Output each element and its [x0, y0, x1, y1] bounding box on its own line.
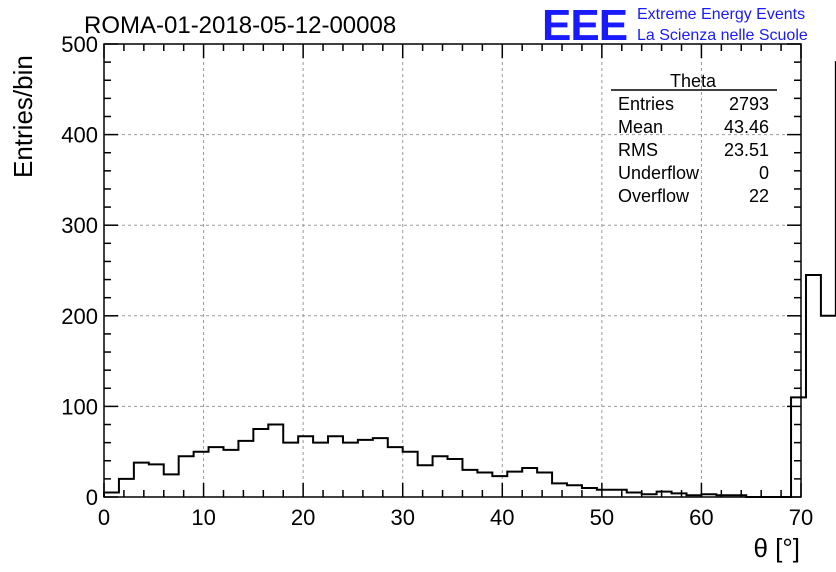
plot-frame	[103, 43, 802, 498]
y-tick-label-0: 0	[86, 485, 98, 510]
histogram-bin-20	[403, 452, 418, 497]
histogram-bin-33	[597, 490, 612, 497]
stats-value-mean: 43.46	[724, 117, 769, 137]
histogram-bin-47	[806, 275, 821, 497]
histogram-bin-26	[492, 476, 507, 497]
histogram-bin-1	[119, 479, 134, 497]
x-tick-label-7: 70	[789, 505, 813, 530]
histogram-bin-32	[582, 488, 597, 497]
x-tick-label-0: 0	[98, 505, 110, 530]
histogram-bin-16	[343, 443, 358, 497]
histogram-bin-11	[268, 425, 283, 497]
y-tick-labels: 0 100 200 300 400 500	[61, 32, 98, 510]
grid	[104, 44, 801, 497]
y-tick-label-3: 300	[61, 213, 98, 238]
histogram-bin-18	[373, 438, 388, 497]
histogram-bin-7	[209, 447, 224, 497]
histogram-bin-27	[507, 472, 522, 497]
x-tick-label-1: 10	[191, 505, 215, 530]
histogram-bin-4	[164, 474, 179, 497]
logo-line2: La Scienza nelle Scuole	[637, 27, 808, 44]
x-tick-label-4: 40	[490, 505, 514, 530]
stats-label-rms: RMS	[618, 140, 658, 160]
histogram-bin-15	[328, 436, 343, 497]
stats-box: Theta Entries 2793 Mean 43.46 RMS 23.51 Underf…	[611, 71, 777, 206]
stats-label-entries: Entries	[618, 94, 674, 114]
histogram-bin-30	[552, 483, 567, 497]
histogram-bin-28	[522, 468, 537, 497]
histogram-bin-21	[418, 465, 433, 497]
histogram-bin-3	[149, 464, 164, 497]
histogram-bin-5	[179, 456, 194, 497]
stats-value-rms: 23.51	[724, 140, 769, 160]
histogram-bin-9	[238, 441, 253, 497]
y-tick-label-4: 400	[61, 123, 98, 148]
x-tick-label-2: 20	[291, 505, 315, 530]
y-tick-label-1: 100	[61, 394, 98, 419]
histogram-bars	[103, 61, 836, 498]
histogram-bin-17	[358, 440, 373, 497]
axis-ticks	[103, 43, 802, 498]
stats-rows: Entries 2793 Mean 43.46 RMS 23.51 Underflow 0 Ov…	[618, 94, 769, 206]
histogram-bin-24	[462, 470, 477, 497]
y-tick-label-2: 200	[61, 304, 98, 329]
histogram-bin-2	[134, 463, 149, 497]
histogram-bin-46	[791, 397, 806, 497]
histogram-bin-14	[313, 443, 328, 497]
histogram-outline	[103, 61, 836, 498]
stats-label-mean: Mean	[618, 117, 663, 137]
histogram-bin-34	[612, 490, 627, 497]
x-tick-labels: 0 10 20 30 40 50 60 70	[98, 505, 813, 530]
x-tick-label-5: 50	[590, 505, 614, 530]
histogram-bin-22	[433, 456, 448, 497]
histogram-bin-23	[448, 459, 463, 497]
y-tick-label-5: 500	[61, 32, 98, 57]
histogram-bin-25	[477, 473, 492, 497]
histogram-bin-10	[253, 429, 268, 497]
x-tick-label-3: 30	[390, 505, 414, 530]
logo-mark: EEE	[542, 1, 627, 50]
logo-line1: Extreme Energy Events	[637, 6, 805, 23]
x-tick-label-6: 60	[689, 505, 713, 530]
histogram-bin-31	[567, 485, 582, 497]
histogram-bin-19	[388, 447, 403, 497]
stats-value-overflow: 22	[749, 186, 769, 206]
chart-title: ROMA-01-2018-05-12-00008	[84, 12, 396, 39]
stats-value-entries: 2793	[729, 94, 769, 114]
histogram-bin-29	[537, 473, 552, 497]
histogram-bin-12	[283, 443, 298, 497]
y-axis-label: Entries/bin	[8, 55, 38, 178]
stats-name: Theta	[670, 71, 717, 91]
logo: EEE Extreme Energy Events La Scienza nel…	[542, 1, 808, 50]
histogram-bin-48	[821, 316, 836, 497]
x-axis-label: θ [°]	[753, 533, 800, 563]
stats-label-overflow: Overflow	[618, 186, 690, 206]
histogram-bin-13	[298, 436, 313, 497]
stats-label-underflow: Underflow	[618, 163, 700, 183]
histogram-bin-8	[223, 450, 238, 497]
histogram-bin-6	[194, 452, 209, 497]
stats-value-underflow: 0	[759, 163, 769, 183]
